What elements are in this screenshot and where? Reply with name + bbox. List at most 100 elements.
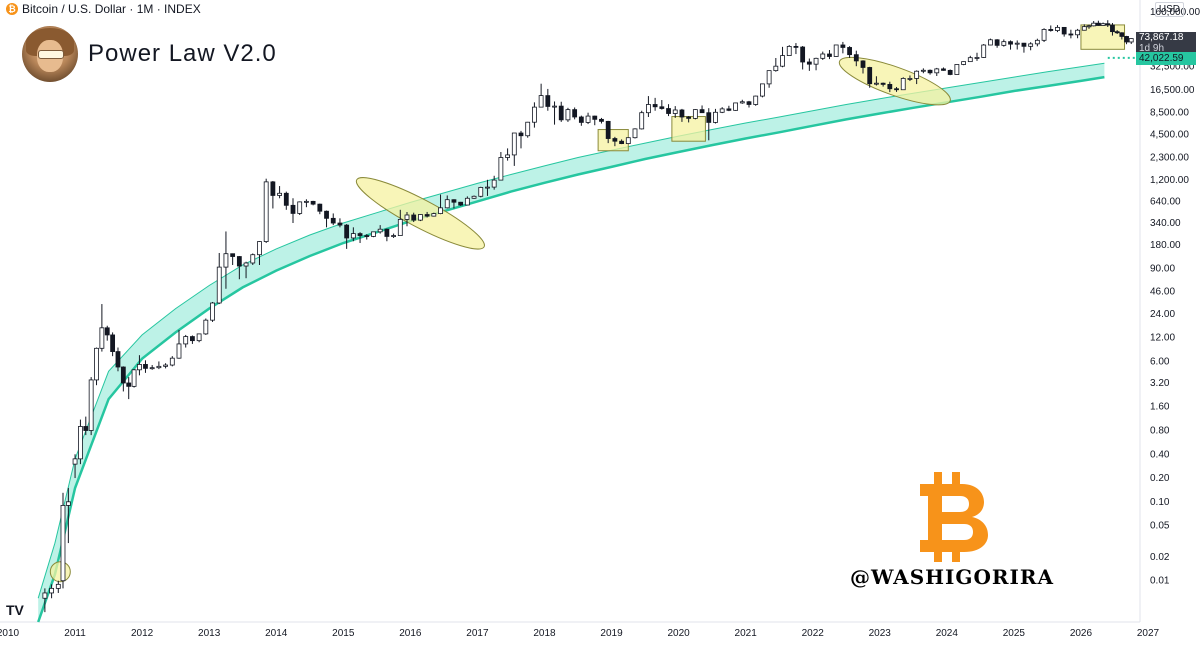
candle — [324, 210, 329, 219]
x-tick-label: 2025 — [1003, 628, 1026, 639]
candle — [1100, 23, 1106, 26]
y-tick-label: 0.10 — [1150, 497, 1170, 508]
candle — [1095, 22, 1101, 26]
x-tick-label: 2024 — [936, 628, 959, 639]
candle — [115, 351, 121, 368]
candle — [1034, 39, 1040, 45]
candle — [793, 45, 799, 48]
candle — [55, 583, 61, 589]
candle — [773, 65, 779, 72]
candle — [813, 57, 819, 65]
symbol-header[interactable]: ₿ Bitcoin / U.S. Dollar · 1M · INDEX — [0, 0, 1140, 18]
candle — [947, 69, 953, 75]
x-tick-label: 2011 — [64, 628, 86, 639]
avatar — [22, 26, 78, 82]
y-tick-label: 640.00 — [1150, 196, 1181, 207]
candle — [384, 228, 390, 237]
candle — [907, 78, 913, 80]
candle — [297, 201, 303, 214]
y-tick-label: 0.80 — [1150, 426, 1170, 437]
candle — [230, 253, 236, 257]
candle — [438, 207, 443, 214]
currency-label[interactable]: USD — [1154, 2, 1184, 17]
symbol-title: Bitcoin / U.S. Dollar · 1M · INDEX — [22, 2, 201, 16]
candle — [981, 44, 987, 58]
candle — [659, 106, 665, 109]
candle — [243, 262, 249, 267]
candle — [666, 108, 671, 114]
candle — [72, 458, 78, 465]
candle — [786, 45, 792, 56]
candle — [236, 256, 242, 267]
candle — [1081, 26, 1087, 31]
candle — [391, 235, 396, 237]
candle — [458, 201, 464, 206]
candle — [94, 347, 99, 381]
candle — [1128, 38, 1134, 43]
candle — [99, 327, 105, 349]
y-tick-label: 160,000.00 — [1150, 7, 1200, 18]
candle-countdown-tag: 1d 9h — [1136, 43, 1196, 54]
candle — [83, 426, 89, 431]
candle — [900, 78, 906, 91]
candle — [867, 67, 873, 85]
y-tick-label: 0.20 — [1150, 473, 1170, 484]
power-law-lower-line — [37, 75, 1105, 623]
candle — [914, 70, 920, 79]
candle — [263, 181, 269, 242]
y-tick-label: 16,500.00 — [1150, 85, 1195, 96]
y-tick-label: 6.00 — [1150, 356, 1170, 367]
candle — [753, 95, 759, 105]
candle — [1068, 33, 1074, 36]
candle — [592, 115, 598, 120]
x-tick-label: 2018 — [533, 628, 556, 639]
candle — [418, 214, 423, 221]
candle — [780, 55, 785, 67]
candle — [88, 379, 94, 431]
candle — [800, 46, 806, 63]
candle — [411, 214, 417, 221]
x-tick-label: 2022 — [802, 628, 825, 639]
y-tick-label: 0.01 — [1150, 576, 1170, 587]
candle — [692, 109, 698, 119]
candle — [733, 102, 738, 111]
x-tick-label: 2026 — [1070, 628, 1093, 639]
candle — [183, 336, 189, 345]
candle — [652, 104, 658, 108]
y-tick-label: 24.00 — [1150, 309, 1175, 320]
candle — [619, 140, 624, 145]
x-tick-label: 2017 — [466, 628, 489, 639]
y-tick-label: 3.20 — [1150, 378, 1170, 389]
candle — [290, 204, 296, 214]
x-tick-label: 2027 — [1137, 628, 1160, 639]
candle — [1028, 43, 1034, 47]
candle — [60, 505, 66, 582]
candle — [357, 233, 363, 236]
band-value-tag: 42,022.59 — [1136, 52, 1196, 65]
candle — [954, 64, 960, 75]
candle — [894, 88, 899, 91]
y-tick-label: 0.02 — [1150, 552, 1170, 563]
candle — [572, 109, 578, 118]
candle — [1086, 25, 1092, 28]
y-tick-label: 90.00 — [1150, 264, 1175, 275]
candle — [491, 179, 497, 188]
candle — [994, 39, 1000, 46]
bitcoin-logo-icon — [920, 472, 988, 562]
candle — [518, 132, 524, 137]
candle — [646, 104, 651, 114]
candle — [257, 241, 262, 256]
x-tick-label: 2023 — [869, 628, 892, 639]
candle — [545, 95, 551, 107]
candle — [974, 57, 980, 59]
highlight-ellipse — [838, 56, 951, 106]
candle — [578, 116, 584, 123]
candle — [431, 213, 437, 217]
candle — [833, 44, 839, 57]
candle — [78, 426, 83, 460]
candle — [377, 228, 383, 233]
candle — [498, 157, 504, 181]
candle — [599, 118, 604, 122]
candle — [451, 199, 457, 203]
